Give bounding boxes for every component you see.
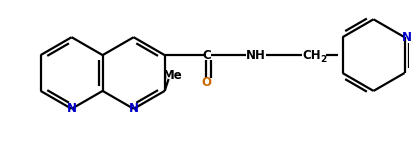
Text: N: N xyxy=(129,102,139,115)
Text: 2: 2 xyxy=(321,55,327,64)
Text: O: O xyxy=(201,76,211,90)
Text: NH: NH xyxy=(246,49,266,62)
Text: N: N xyxy=(402,31,411,44)
Text: N: N xyxy=(67,102,76,115)
Text: C: C xyxy=(202,49,211,62)
Text: CH: CH xyxy=(302,49,321,62)
Text: Me: Me xyxy=(163,69,182,82)
